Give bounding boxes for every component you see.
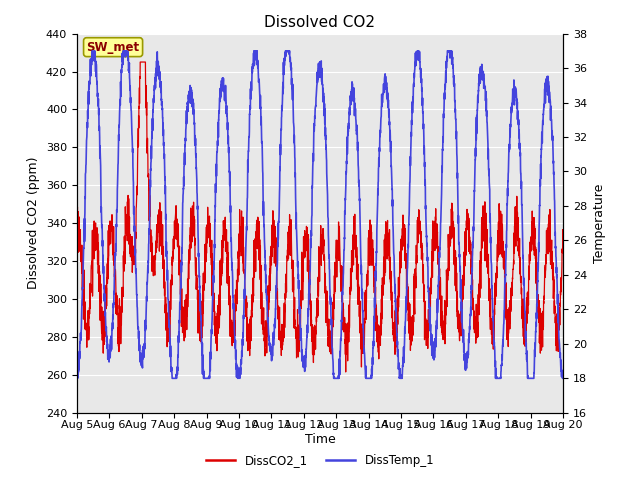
Title: Dissolved CO2: Dissolved CO2 xyxy=(264,15,376,30)
Y-axis label: Temperature: Temperature xyxy=(593,183,605,263)
Text: SW_met: SW_met xyxy=(86,41,140,54)
X-axis label: Time: Time xyxy=(305,433,335,446)
Y-axis label: Dissolved CO2 (ppm): Dissolved CO2 (ppm) xyxy=(28,157,40,289)
Legend: DissCO2_1, DissTemp_1: DissCO2_1, DissTemp_1 xyxy=(201,449,439,472)
